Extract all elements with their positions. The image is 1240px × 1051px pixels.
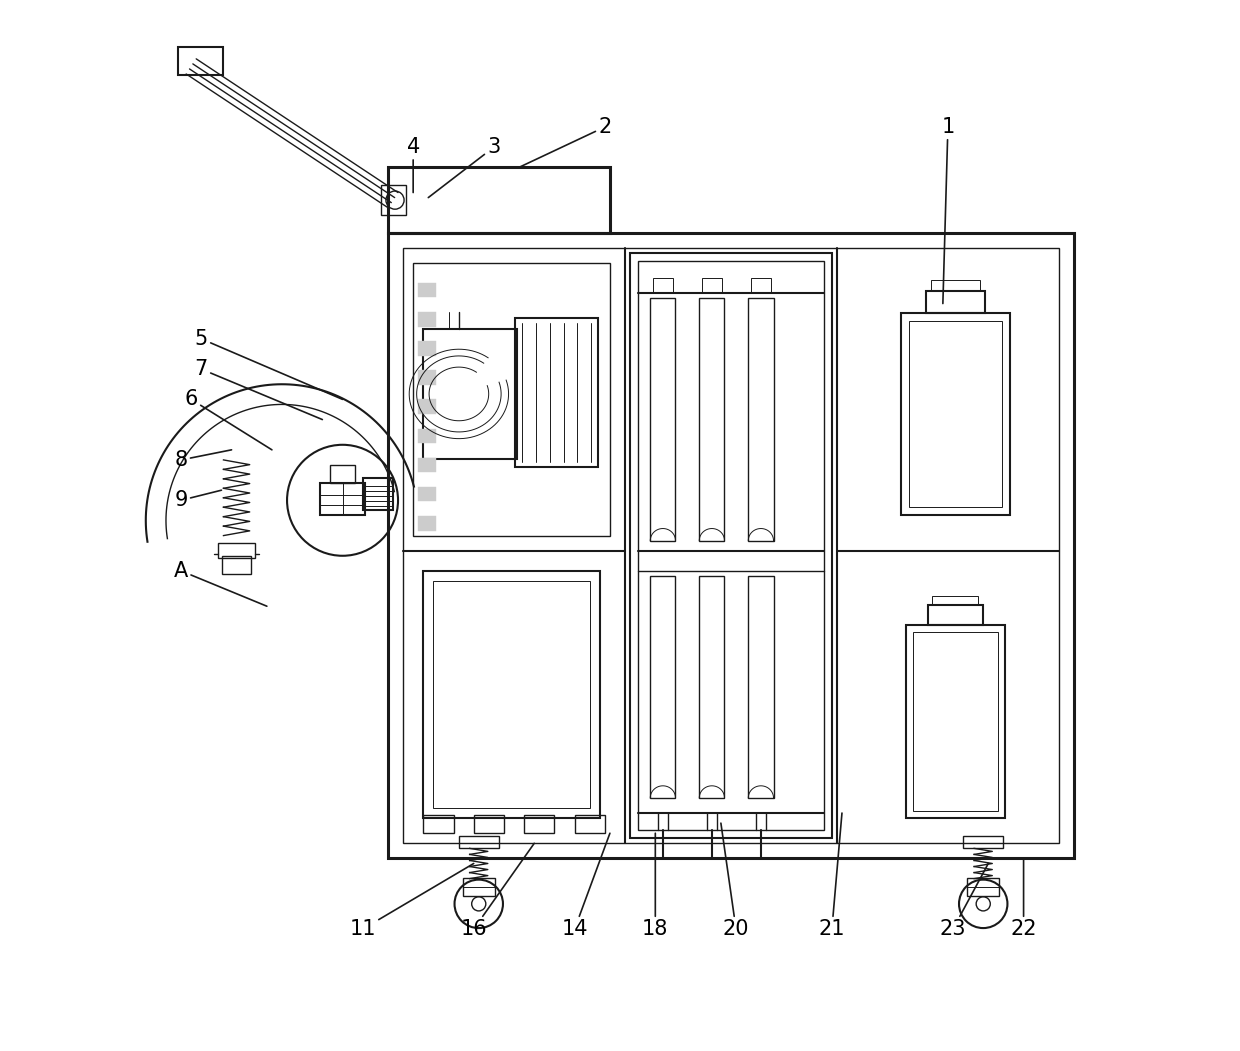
Bar <box>418 429 436 444</box>
Bar <box>748 576 774 798</box>
Bar <box>381 185 407 215</box>
Bar <box>963 837 1003 848</box>
Bar <box>748 298 774 540</box>
Bar <box>906 625 1004 818</box>
Text: 4: 4 <box>407 137 420 192</box>
Bar <box>418 370 436 385</box>
Text: 1: 1 <box>941 117 955 304</box>
Text: 16: 16 <box>460 843 534 940</box>
Text: 9: 9 <box>175 490 222 511</box>
Bar <box>418 457 436 472</box>
Bar <box>630 253 832 839</box>
Bar <box>750 279 771 293</box>
Bar <box>516 317 598 468</box>
Bar <box>388 167 610 233</box>
Bar <box>699 576 724 798</box>
Bar <box>702 279 722 293</box>
Bar <box>967 878 999 895</box>
Text: 6: 6 <box>185 389 272 450</box>
Bar <box>650 576 676 798</box>
Text: 5: 5 <box>195 329 342 399</box>
Bar <box>650 298 676 540</box>
Text: 23: 23 <box>940 864 988 940</box>
Bar <box>413 263 610 536</box>
Bar <box>474 816 503 833</box>
Bar <box>363 478 393 511</box>
Bar <box>423 571 600 818</box>
Bar <box>418 399 436 414</box>
Bar <box>330 465 355 483</box>
Bar <box>222 556 250 574</box>
Text: 22: 22 <box>1011 859 1037 940</box>
Bar <box>418 312 436 327</box>
Text: 7: 7 <box>195 359 322 419</box>
Bar <box>418 516 436 531</box>
Bar <box>901 313 1009 515</box>
Bar <box>926 290 986 313</box>
Text: 8: 8 <box>175 450 232 470</box>
Text: 20: 20 <box>720 823 749 940</box>
Text: 21: 21 <box>818 813 846 940</box>
Text: 18: 18 <box>642 833 668 940</box>
Bar <box>418 283 436 297</box>
Bar <box>652 279 673 293</box>
Bar <box>388 233 1074 859</box>
Bar <box>931 281 980 290</box>
Bar <box>418 342 436 355</box>
Bar <box>574 816 605 833</box>
Text: 11: 11 <box>350 864 474 940</box>
Bar <box>914 633 998 811</box>
Bar <box>929 605 982 625</box>
Bar <box>403 248 1059 843</box>
Text: 14: 14 <box>562 833 610 940</box>
Text: 3: 3 <box>428 137 501 198</box>
Bar <box>459 837 498 848</box>
Text: 2: 2 <box>520 117 611 167</box>
Bar <box>699 298 724 540</box>
Bar <box>423 816 454 833</box>
Bar <box>463 878 495 895</box>
Bar <box>418 487 436 501</box>
Bar <box>177 46 223 75</box>
Bar <box>433 581 590 808</box>
Bar <box>320 483 365 515</box>
Bar <box>525 816 554 833</box>
Bar <box>909 321 1002 508</box>
Text: A: A <box>174 561 267 606</box>
Bar <box>218 542 254 558</box>
Bar <box>639 261 823 830</box>
Bar <box>932 596 978 605</box>
Bar <box>423 329 517 459</box>
